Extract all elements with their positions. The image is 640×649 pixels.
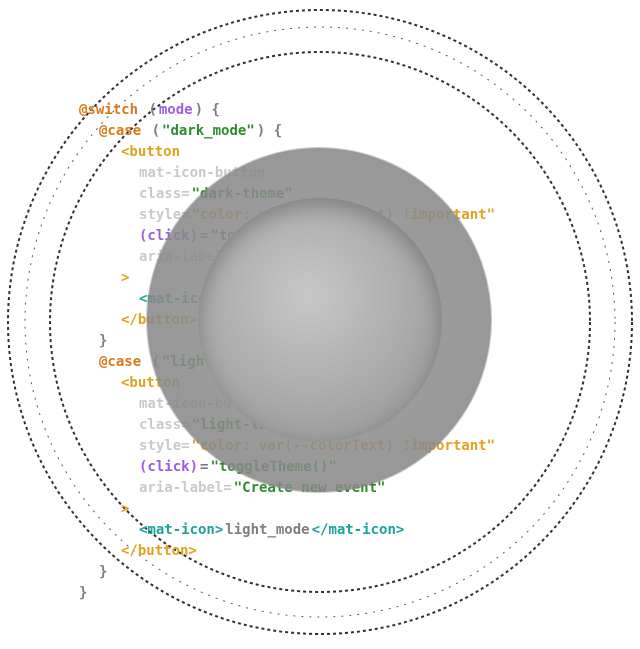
- code-line: >: [120, 268, 130, 288]
- code-token: ) {: [194, 102, 220, 118]
- outer-ring: [7, 9, 633, 635]
- code-token: }: [79, 585, 88, 601]
- code-line: @case ("dark_mode") {: [98, 121, 283, 141]
- code-token: <button: [121, 144, 181, 160]
- inner-dotted-ring: [24, 26, 616, 618]
- code-line: @switch (mode) {: [78, 100, 221, 120]
- code-line: <button: [120, 142, 181, 162]
- code-token: }: [99, 333, 108, 349]
- code-line: }: [78, 583, 88, 603]
- code-token: style=: [139, 207, 190, 223]
- code-token: (: [140, 102, 157, 118]
- code-token: (: [143, 123, 161, 139]
- code-token: aria-label=: [139, 480, 232, 496]
- code-token: (click): [139, 459, 199, 475]
- code-token: >: [121, 501, 130, 517]
- code-token: }: [99, 564, 108, 580]
- code-token: light_mode: [225, 522, 310, 538]
- code-token: mode: [158, 102, 193, 118]
- code-line: >: [120, 499, 130, 519]
- code-token: "dark_mode": [162, 123, 255, 139]
- code-token: style=: [139, 438, 190, 454]
- lens-inner-disc: [198, 198, 442, 442]
- code-line: </button>: [120, 541, 198, 561]
- code-token: @switch: [79, 102, 139, 118]
- code-token: class=: [139, 417, 190, 433]
- code-token: <mat-icon>: [139, 522, 224, 538]
- code-token: @case: [99, 123, 142, 139]
- code-token: @case: [99, 354, 142, 370]
- middle-ring: [49, 51, 591, 593]
- code-token: =: [200, 459, 209, 475]
- code-token: </button>: [121, 543, 197, 559]
- code-line: }: [98, 562, 108, 582]
- code-token: class=: [139, 186, 190, 202]
- code-token: ) {: [256, 123, 283, 139]
- code-token: >: [121, 270, 130, 286]
- code-token: </mat-icon>: [311, 522, 405, 538]
- code-line: }: [98, 331, 108, 351]
- code-line: <mat-icon> light_mode </mat-icon>: [138, 520, 405, 540]
